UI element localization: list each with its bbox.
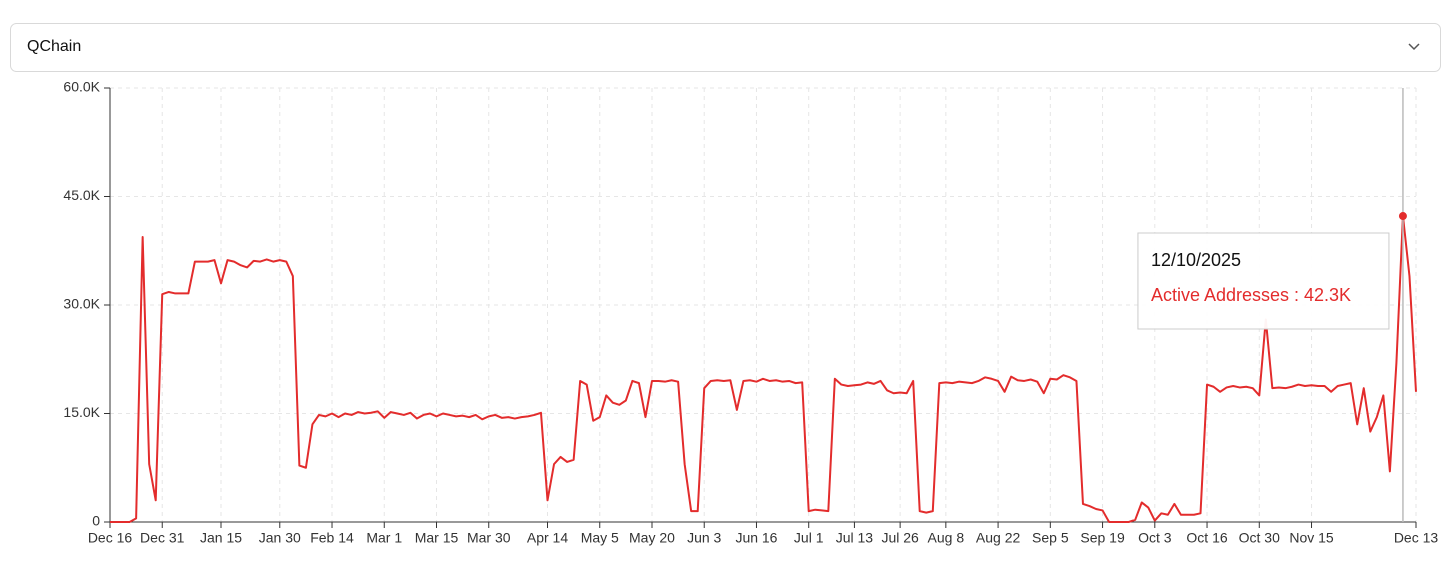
x-tick-label: Dec 16: [88, 530, 133, 546]
x-tick-label: Mar 30: [467, 530, 511, 546]
dropdown-label: QChain: [27, 38, 81, 55]
x-tick-label: Apr 14: [527, 530, 568, 546]
y-tick-label: 15.0K: [63, 404, 100, 420]
x-tick-label: Jul 26: [881, 530, 919, 546]
dropdown-chevron: [1408, 43, 1420, 51]
x-tick-label: Jul 1: [794, 530, 824, 546]
x-tick-label: Jan 30: [259, 530, 301, 546]
tooltip-box: [1137, 232, 1390, 330]
x-tick-label: Oct 3: [1138, 530, 1172, 546]
x-tick-label: Aug 22: [976, 530, 1021, 546]
x-tick-label: Jun 16: [735, 530, 777, 546]
y-tick-label: 45.0K: [63, 187, 100, 203]
tooltip-text: Active Addresses : 42.3K: [1151, 285, 1351, 305]
hover-point: [1398, 212, 1407, 221]
dropdown[interactable]: [10, 23, 1441, 72]
x-tick-label: Nov 15: [1289, 530, 1334, 546]
x-tick-label: Sep 5: [1032, 530, 1069, 546]
y-tick-label: 30.0K: [63, 296, 100, 312]
x-tick-label: Mar 15: [415, 530, 459, 546]
x-tick-label: Oct 16: [1186, 530, 1227, 546]
x-tick-label: May 20: [629, 530, 675, 546]
x-tick-label: Jun 3: [687, 530, 721, 546]
y-tick-label: 60.0K: [63, 79, 100, 95]
tooltip-title: 12/10/2025: [1151, 250, 1241, 270]
x-tick-label: Feb 14: [310, 530, 354, 546]
x-tick-label: Dec 13: [1394, 530, 1439, 546]
x-tick-label: Sep 19: [1080, 530, 1125, 546]
x-tick-label: Jul 13: [836, 530, 874, 546]
x-tick-label: May 5: [581, 530, 619, 546]
x-tick-label: Dec 31: [140, 530, 185, 546]
x-tick-label: Mar 1: [366, 530, 402, 546]
y-tick-label: 0: [92, 513, 100, 529]
x-tick-label: Oct 30: [1239, 530, 1280, 546]
x-tick-label: Jan 15: [200, 530, 242, 546]
tooltip: 12/10/2025 Active Addresses : 42.3K: [1137, 232, 1390, 330]
data-line: [110, 215, 1417, 523]
x-tick-label: Aug 8: [928, 530, 965, 546]
